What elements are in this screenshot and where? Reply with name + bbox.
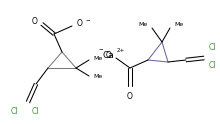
Text: O: O — [127, 92, 133, 101]
Text: 2+: 2+ — [117, 47, 125, 52]
Text: Me: Me — [139, 22, 148, 28]
Text: Me: Me — [174, 22, 183, 28]
Text: O: O — [77, 19, 83, 29]
Text: Me: Me — [93, 57, 102, 62]
Text: Ca: Ca — [102, 50, 114, 60]
Text: −: − — [85, 17, 90, 22]
Text: −: − — [98, 46, 103, 51]
Text: Me: Me — [93, 75, 102, 79]
Text: O: O — [31, 16, 37, 26]
Text: Cl: Cl — [209, 62, 216, 71]
Text: Cl: Cl — [11, 108, 18, 117]
Text: O: O — [105, 50, 111, 60]
Text: Cl: Cl — [32, 108, 40, 117]
Text: Cl: Cl — [209, 44, 216, 52]
